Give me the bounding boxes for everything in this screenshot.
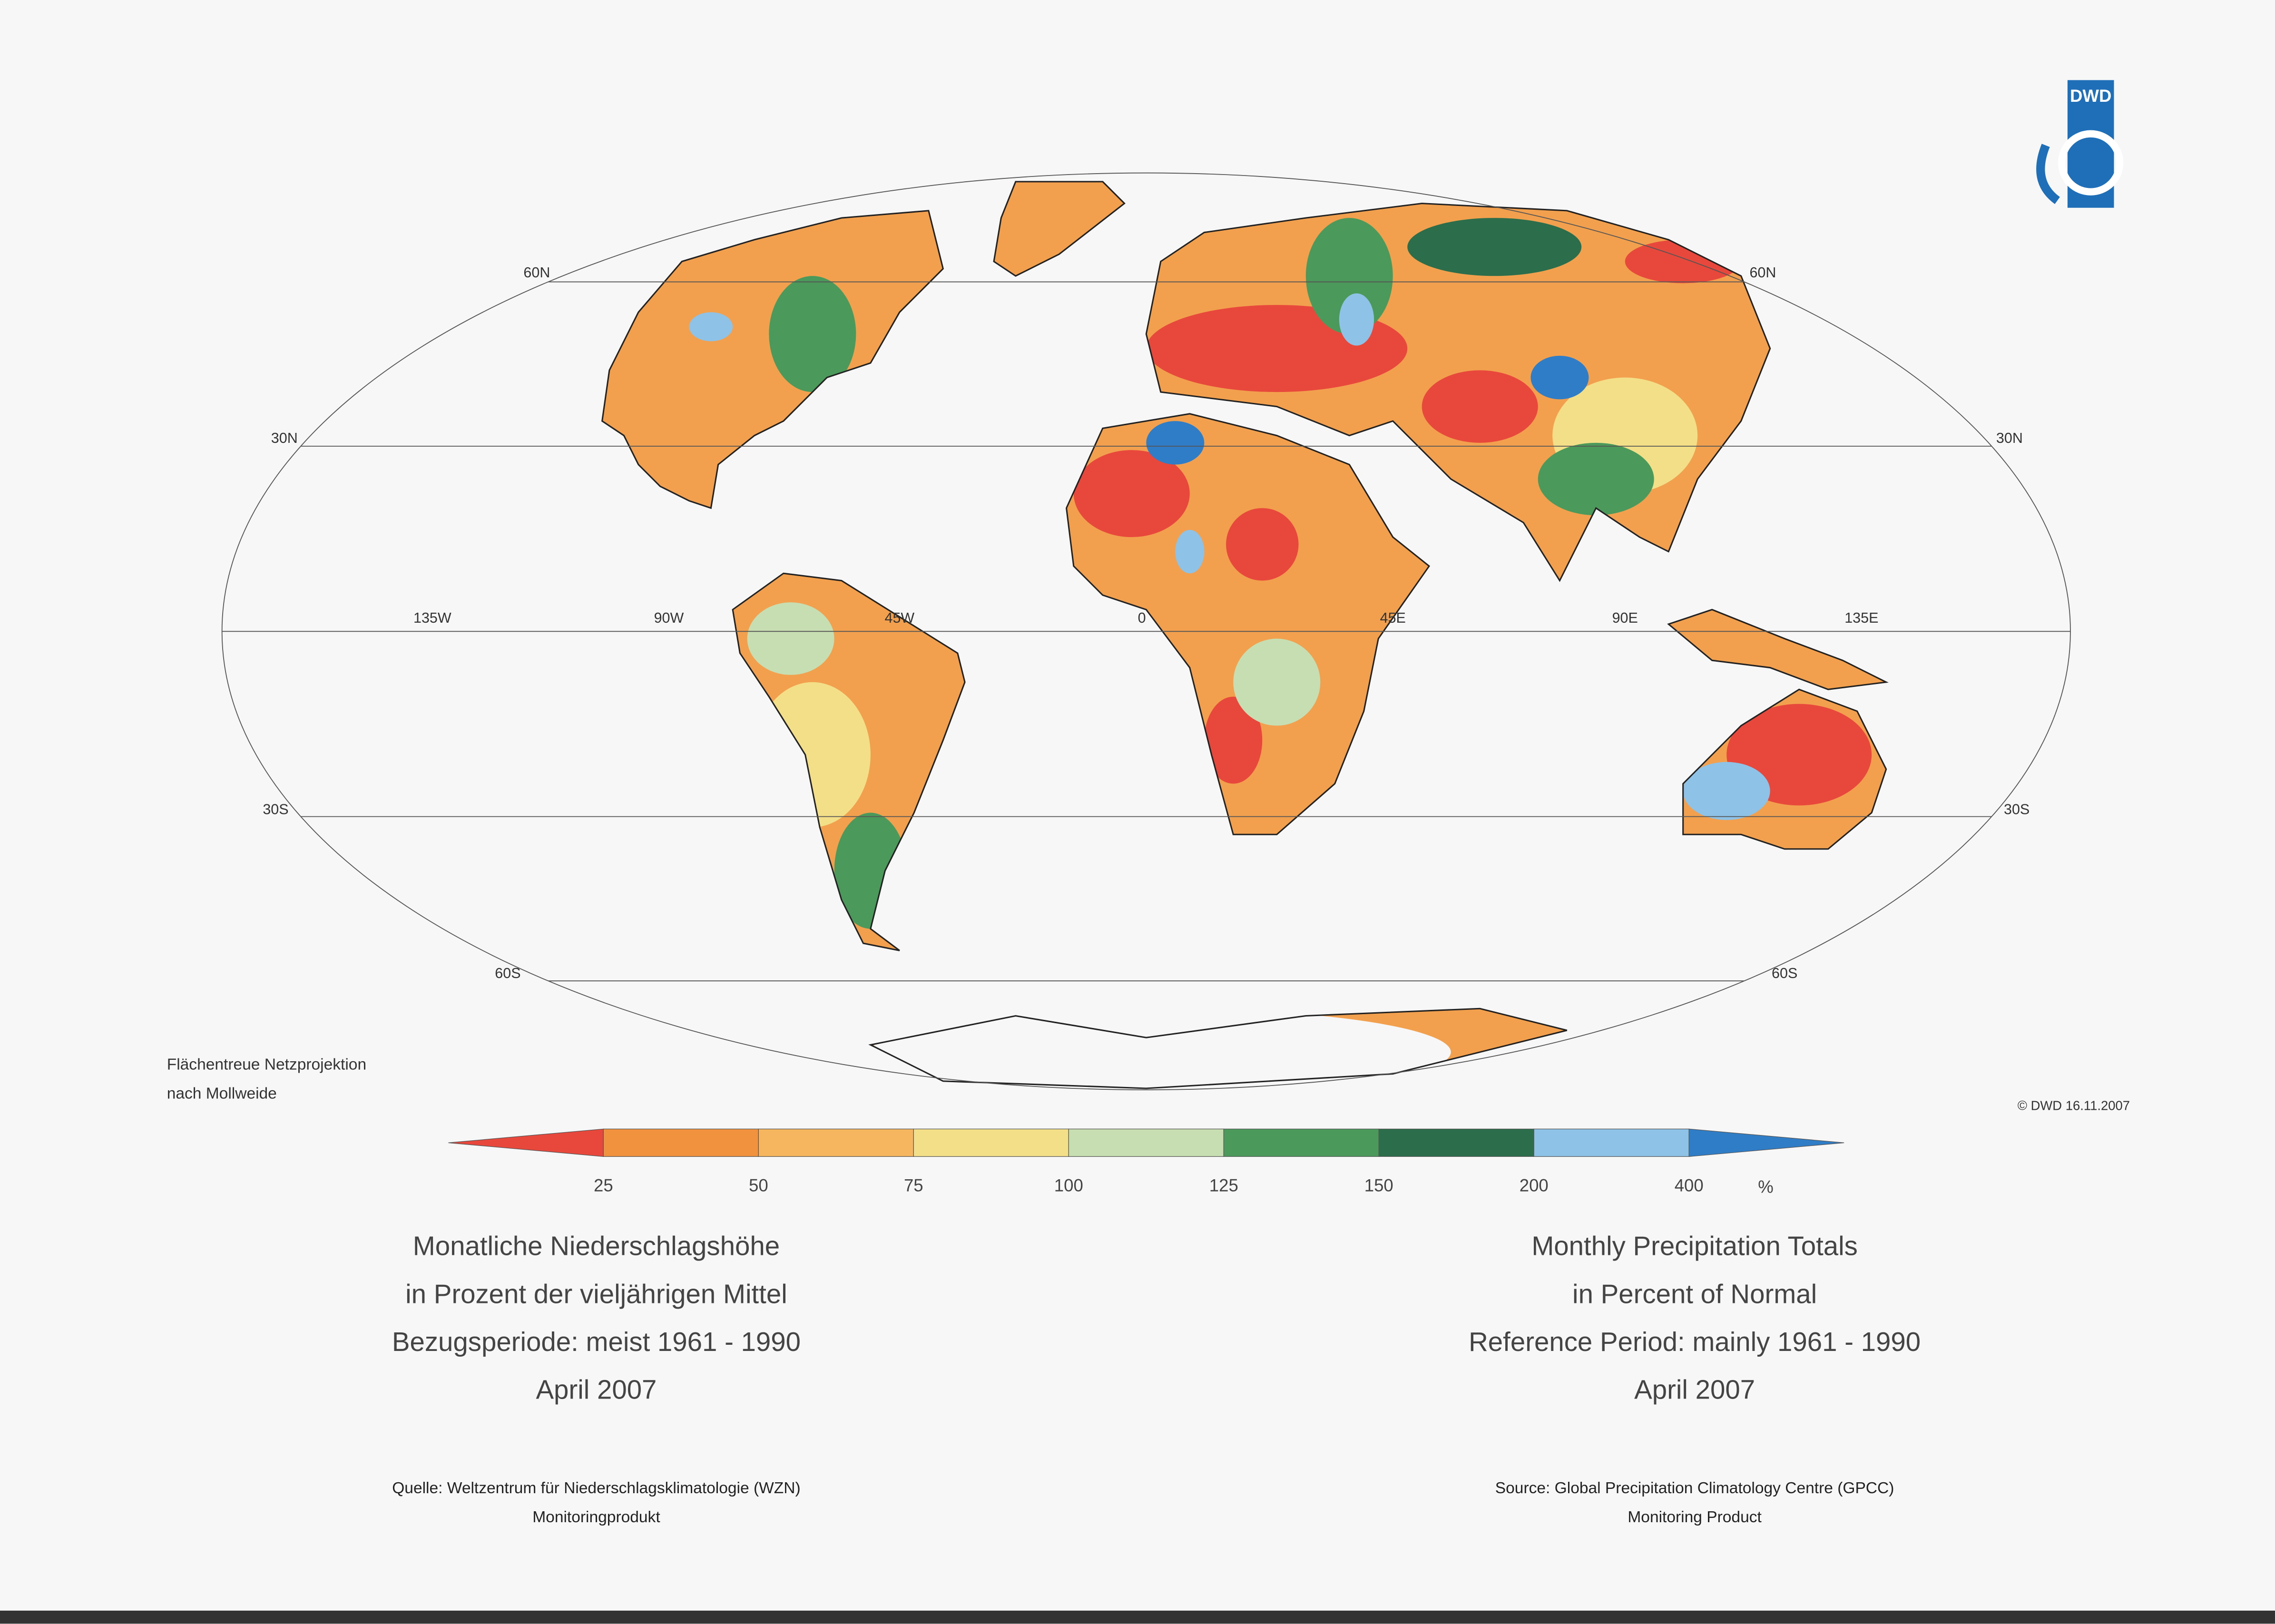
field-patch [747, 602, 834, 675]
latitude-label: 30N [271, 430, 298, 446]
title-line: Monthly Precipitation Totals [1531, 1231, 1858, 1261]
longitude-label: 45E [1380, 610, 1406, 626]
logo: DWD [2036, 80, 2124, 208]
field-patch [1538, 442, 1654, 516]
projection-note: nach Mollweide [167, 1085, 277, 1102]
coastline [601, 210, 944, 509]
latitude-label: 60N [1749, 264, 1776, 281]
latitude-label: 60N [523, 264, 550, 281]
latitude-label: 60S [495, 965, 520, 981]
source-line: Monitoring Product [1628, 1508, 1762, 1526]
field-missing [870, 1008, 1451, 1088]
field-patch [1073, 450, 1190, 538]
field-patch [1407, 218, 1582, 276]
latitude-label: 30N [1996, 430, 2023, 446]
legend-unit: % [1758, 1177, 1774, 1197]
graticule [222, 173, 2071, 1090]
field-patch [1226, 508, 1299, 581]
field-patch [1233, 638, 1321, 726]
scan-edge [0, 1610, 2275, 1624]
source-line: Quelle: Weltzentrum für Niederschlagskli… [392, 1479, 800, 1497]
coastline [1065, 413, 1431, 835]
legend-tick-label: 100 [1054, 1176, 1083, 1195]
legend-tick-label: 25 [594, 1176, 613, 1195]
longitude-label: 0 [1138, 610, 1146, 626]
legend-arrow [1688, 1128, 1844, 1157]
title-line: Bezugsperiode: meist 1961 - 1990 [392, 1327, 801, 1357]
legend-swatch [1378, 1128, 1534, 1157]
legend-swatch [1533, 1128, 1689, 1157]
coastline [1667, 608, 1889, 690]
projection-note: Flächentreue Netzprojektion [167, 1056, 366, 1073]
title-line: Reference Period: mainly 1961 - 1990 [1469, 1327, 1921, 1357]
titles: Monatliche Niederschlagshöhe in Prozent d… [392, 1231, 1921, 1526]
longitude-label: 45W [884, 610, 914, 626]
legend-swatch [1068, 1128, 1224, 1157]
legend-swatch [913, 1128, 1069, 1157]
title-line: April 2007 [1634, 1375, 1755, 1405]
legend-swatch [1223, 1128, 1379, 1157]
legend-tick-label: 150 [1364, 1176, 1393, 1195]
longitude-label: 90W [654, 610, 684, 626]
legend-tick-label: 400 [1675, 1176, 1704, 1195]
logo-swirl [2058, 130, 2124, 196]
legend-tick-label: 200 [1520, 1176, 1549, 1195]
legend-swatch [603, 1128, 759, 1157]
logo-text: DWD [2070, 86, 2111, 106]
copyright: © DWD 16.11.2007 [2018, 1098, 2130, 1113]
coastline [1145, 203, 1771, 582]
legend: 25 50 75 100 125 150 200 400% [448, 1128, 1844, 1197]
title-line: April 2007 [536, 1375, 657, 1405]
field-patch [689, 312, 733, 342]
logo-swirl [2075, 147, 2107, 179]
longitude-label: 135W [413, 610, 451, 626]
source-line: Monitoringprodukt [532, 1508, 660, 1526]
longitude-label: 135E [1844, 610, 1878, 626]
legend-swatch [758, 1128, 914, 1157]
longitude-label: 90E [1612, 610, 1638, 626]
latitude-label: 30S [263, 802, 288, 818]
title-line: Monatliche Niederschlagshöhe [413, 1231, 780, 1261]
field-patch [1530, 355, 1589, 400]
field-patch [1204, 696, 1263, 784]
field-patch [1683, 762, 1770, 820]
legend-tick-label: 50 [749, 1176, 768, 1195]
field-patch [1422, 370, 1538, 443]
latitude-label: 30S [2004, 802, 2030, 818]
field-patch [1305, 218, 1393, 334]
legend-tick-label: 125 [1209, 1176, 1238, 1195]
source-line: Source: Global Precipitation Climatology… [1495, 1479, 1894, 1497]
field-patch [1339, 293, 1374, 346]
graticule-labels: 60N 60N 30N 30N 30S 30S 60S 60S 135W 90W 45W 0 45E 90… [263, 264, 2030, 981]
title-line: in Percent of Normal [1572, 1279, 1817, 1309]
coastline [732, 572, 966, 951]
field-patch [1146, 421, 1205, 465]
field-patch [1175, 529, 1205, 574]
coastline [1682, 688, 1887, 850]
coastlines [601, 181, 1889, 1089]
coastline [993, 181, 1126, 277]
latitude-label: 60S [1772, 965, 1797, 981]
field-patch [769, 276, 856, 392]
coastline [868, 1008, 1568, 1089]
legend-tick-label: 75 [904, 1176, 923, 1195]
title-line: in Prozent der vieljährigen Mittel [405, 1279, 787, 1309]
logo-swirl [2036, 144, 2060, 204]
